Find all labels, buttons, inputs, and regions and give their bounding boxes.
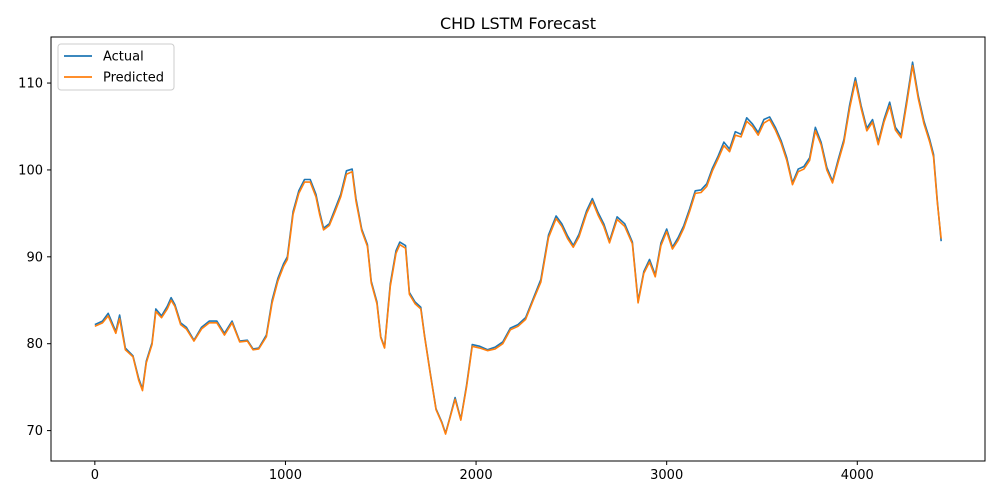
y-tick-label: 70 [26,424,43,439]
legend: Actual Predicted [57,43,175,91]
x-tick-label: 0 [91,468,99,483]
series-line-predicted [94,64,942,435]
x-tick-label: 2000 [460,468,493,483]
axes-frame [50,36,986,462]
series-line-actual [94,61,942,434]
y-tick-label: 90 [26,250,43,265]
legend-label-predicted: Predicted [103,71,164,86]
x-tick-label: 3000 [650,468,683,483]
x-tick-label: 1000 [269,468,302,483]
axes: 0 1000 2000 3000 4000 70 80 90 100 110 [18,36,986,483]
y-tick-label: 100 [18,163,43,178]
y-tick-label: 110 [18,77,43,92]
plot-area [94,61,942,435]
x-tick-label: 4000 [841,468,874,483]
legend-label-actual: Actual [103,50,144,65]
chart-title: CHD LSTM Forecast [440,14,596,33]
y-tick-label: 80 [26,337,43,352]
